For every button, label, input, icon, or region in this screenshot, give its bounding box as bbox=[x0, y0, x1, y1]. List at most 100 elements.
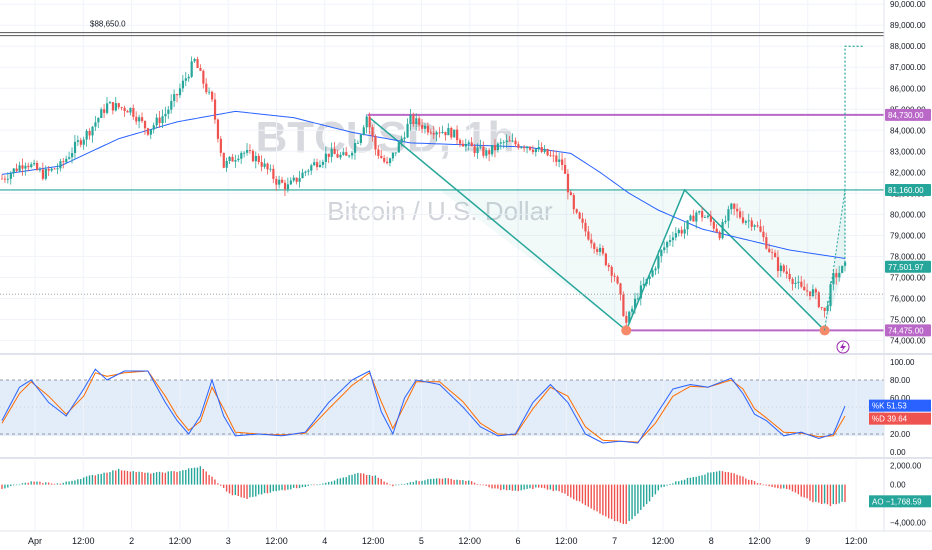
candle-body bbox=[12, 168, 15, 174]
candle-body bbox=[808, 291, 812, 297]
ao-bar bbox=[666, 484, 668, 486]
ao-bar bbox=[578, 484, 581, 502]
ao-bar bbox=[39, 481, 41, 485]
candle-body bbox=[677, 229, 680, 234]
candle-body bbox=[680, 229, 683, 234]
candle-body bbox=[578, 212, 581, 219]
ao-bar bbox=[135, 472, 137, 485]
ao-bar bbox=[657, 484, 660, 491]
ao-bar bbox=[322, 483, 324, 485]
candle-body bbox=[730, 203, 733, 210]
price-tick-label: 83,000.00 bbox=[890, 147, 926, 156]
ao-bar bbox=[164, 472, 167, 485]
candle-body bbox=[170, 100, 173, 110]
candle-body bbox=[266, 163, 269, 170]
candle-body bbox=[613, 275, 616, 277]
ao-bar bbox=[678, 481, 680, 485]
price-tick-label: 82,000.00 bbox=[890, 168, 926, 177]
candle-body bbox=[607, 265, 610, 267]
candle-body bbox=[526, 146, 529, 149]
ao-bar bbox=[357, 472, 359, 485]
ao-bar bbox=[710, 472, 712, 485]
ao-bar bbox=[109, 472, 111, 485]
resistance-tag: 84,730.00 bbox=[888, 111, 924, 120]
candle-body bbox=[820, 307, 823, 308]
candle-body bbox=[806, 290, 809, 292]
ao-bar bbox=[246, 484, 248, 499]
candle-body bbox=[476, 147, 479, 154]
ao-bar bbox=[584, 484, 587, 506]
candle-body bbox=[785, 271, 788, 274]
ao-bar bbox=[549, 484, 552, 490]
candle-body bbox=[823, 307, 826, 312]
candle-body bbox=[348, 155, 351, 157]
resistance-tag-bg bbox=[885, 108, 931, 121]
ao-bar bbox=[112, 470, 114, 485]
time-tick-label: 2 bbox=[129, 536, 134, 546]
candle-body bbox=[741, 217, 745, 223]
ao-bar bbox=[45, 482, 47, 485]
ao-bar bbox=[692, 477, 695, 485]
price-tick-label: 87,000.00 bbox=[890, 63, 926, 72]
ao-bar bbox=[74, 480, 76, 485]
ao-bar bbox=[292, 484, 295, 488]
candle-body bbox=[397, 142, 400, 153]
ao-bar bbox=[631, 484, 633, 520]
ao-bar bbox=[543, 484, 546, 489]
candle-body bbox=[380, 155, 383, 159]
candle-body bbox=[108, 102, 112, 104]
candle-body bbox=[537, 147, 540, 150]
ao-bar bbox=[610, 484, 613, 519]
ao-bar bbox=[217, 483, 219, 485]
time-tick-label: 12:00 bbox=[555, 536, 578, 546]
candle-body bbox=[251, 150, 255, 162]
price-tick-label: 78,000.00 bbox=[890, 252, 926, 261]
candle-body bbox=[444, 131, 447, 136]
candle-body bbox=[205, 83, 208, 93]
candle-body bbox=[488, 150, 491, 155]
ao-bar bbox=[272, 484, 274, 492]
ao-bar bbox=[427, 479, 429, 485]
ao-bar bbox=[418, 481, 420, 485]
ao-bar bbox=[284, 484, 286, 491]
candle-body bbox=[50, 168, 53, 171]
ao-bar bbox=[794, 484, 797, 493]
ao-bar bbox=[608, 484, 610, 519]
candle-body bbox=[552, 155, 555, 157]
support-tag-bg bbox=[885, 324, 931, 337]
ao-bar bbox=[841, 484, 843, 502]
ao-bar bbox=[298, 484, 301, 489]
candle-body bbox=[41, 169, 45, 179]
last-price-tag: 77,501.97 bbox=[888, 263, 924, 272]
candle-body bbox=[383, 158, 386, 162]
candle-body bbox=[155, 117, 158, 126]
candle-body bbox=[593, 243, 596, 249]
candle-body bbox=[161, 116, 164, 124]
candle-body bbox=[400, 138, 403, 143]
candle-body bbox=[240, 152, 243, 159]
ao-bar bbox=[100, 473, 102, 485]
ao-bar bbox=[456, 479, 458, 485]
support-tag: 74,475.00 bbox=[888, 326, 924, 335]
ao-bar bbox=[190, 468, 193, 485]
candle-body bbox=[394, 152, 397, 154]
price-tick-label: 89,000.00 bbox=[890, 21, 926, 30]
time-tick-label: 12:00 bbox=[169, 536, 192, 546]
ao-bar bbox=[345, 477, 347, 485]
time-tick-label: 12:00 bbox=[458, 536, 481, 546]
ao-bar bbox=[540, 484, 543, 488]
ao-bar bbox=[199, 466, 202, 485]
ao-bar bbox=[704, 474, 706, 485]
candle-body bbox=[598, 247, 602, 252]
ao-bar bbox=[503, 484, 505, 490]
ao-bar bbox=[829, 484, 832, 507]
ao-bar bbox=[669, 484, 671, 485]
candle-body bbox=[289, 180, 292, 185]
candle-body bbox=[359, 134, 362, 143]
stoch-tick-label: 100.00 bbox=[890, 358, 915, 367]
candle-body bbox=[747, 220, 750, 222]
candle-body bbox=[546, 149, 549, 156]
candle-body bbox=[409, 114, 412, 124]
